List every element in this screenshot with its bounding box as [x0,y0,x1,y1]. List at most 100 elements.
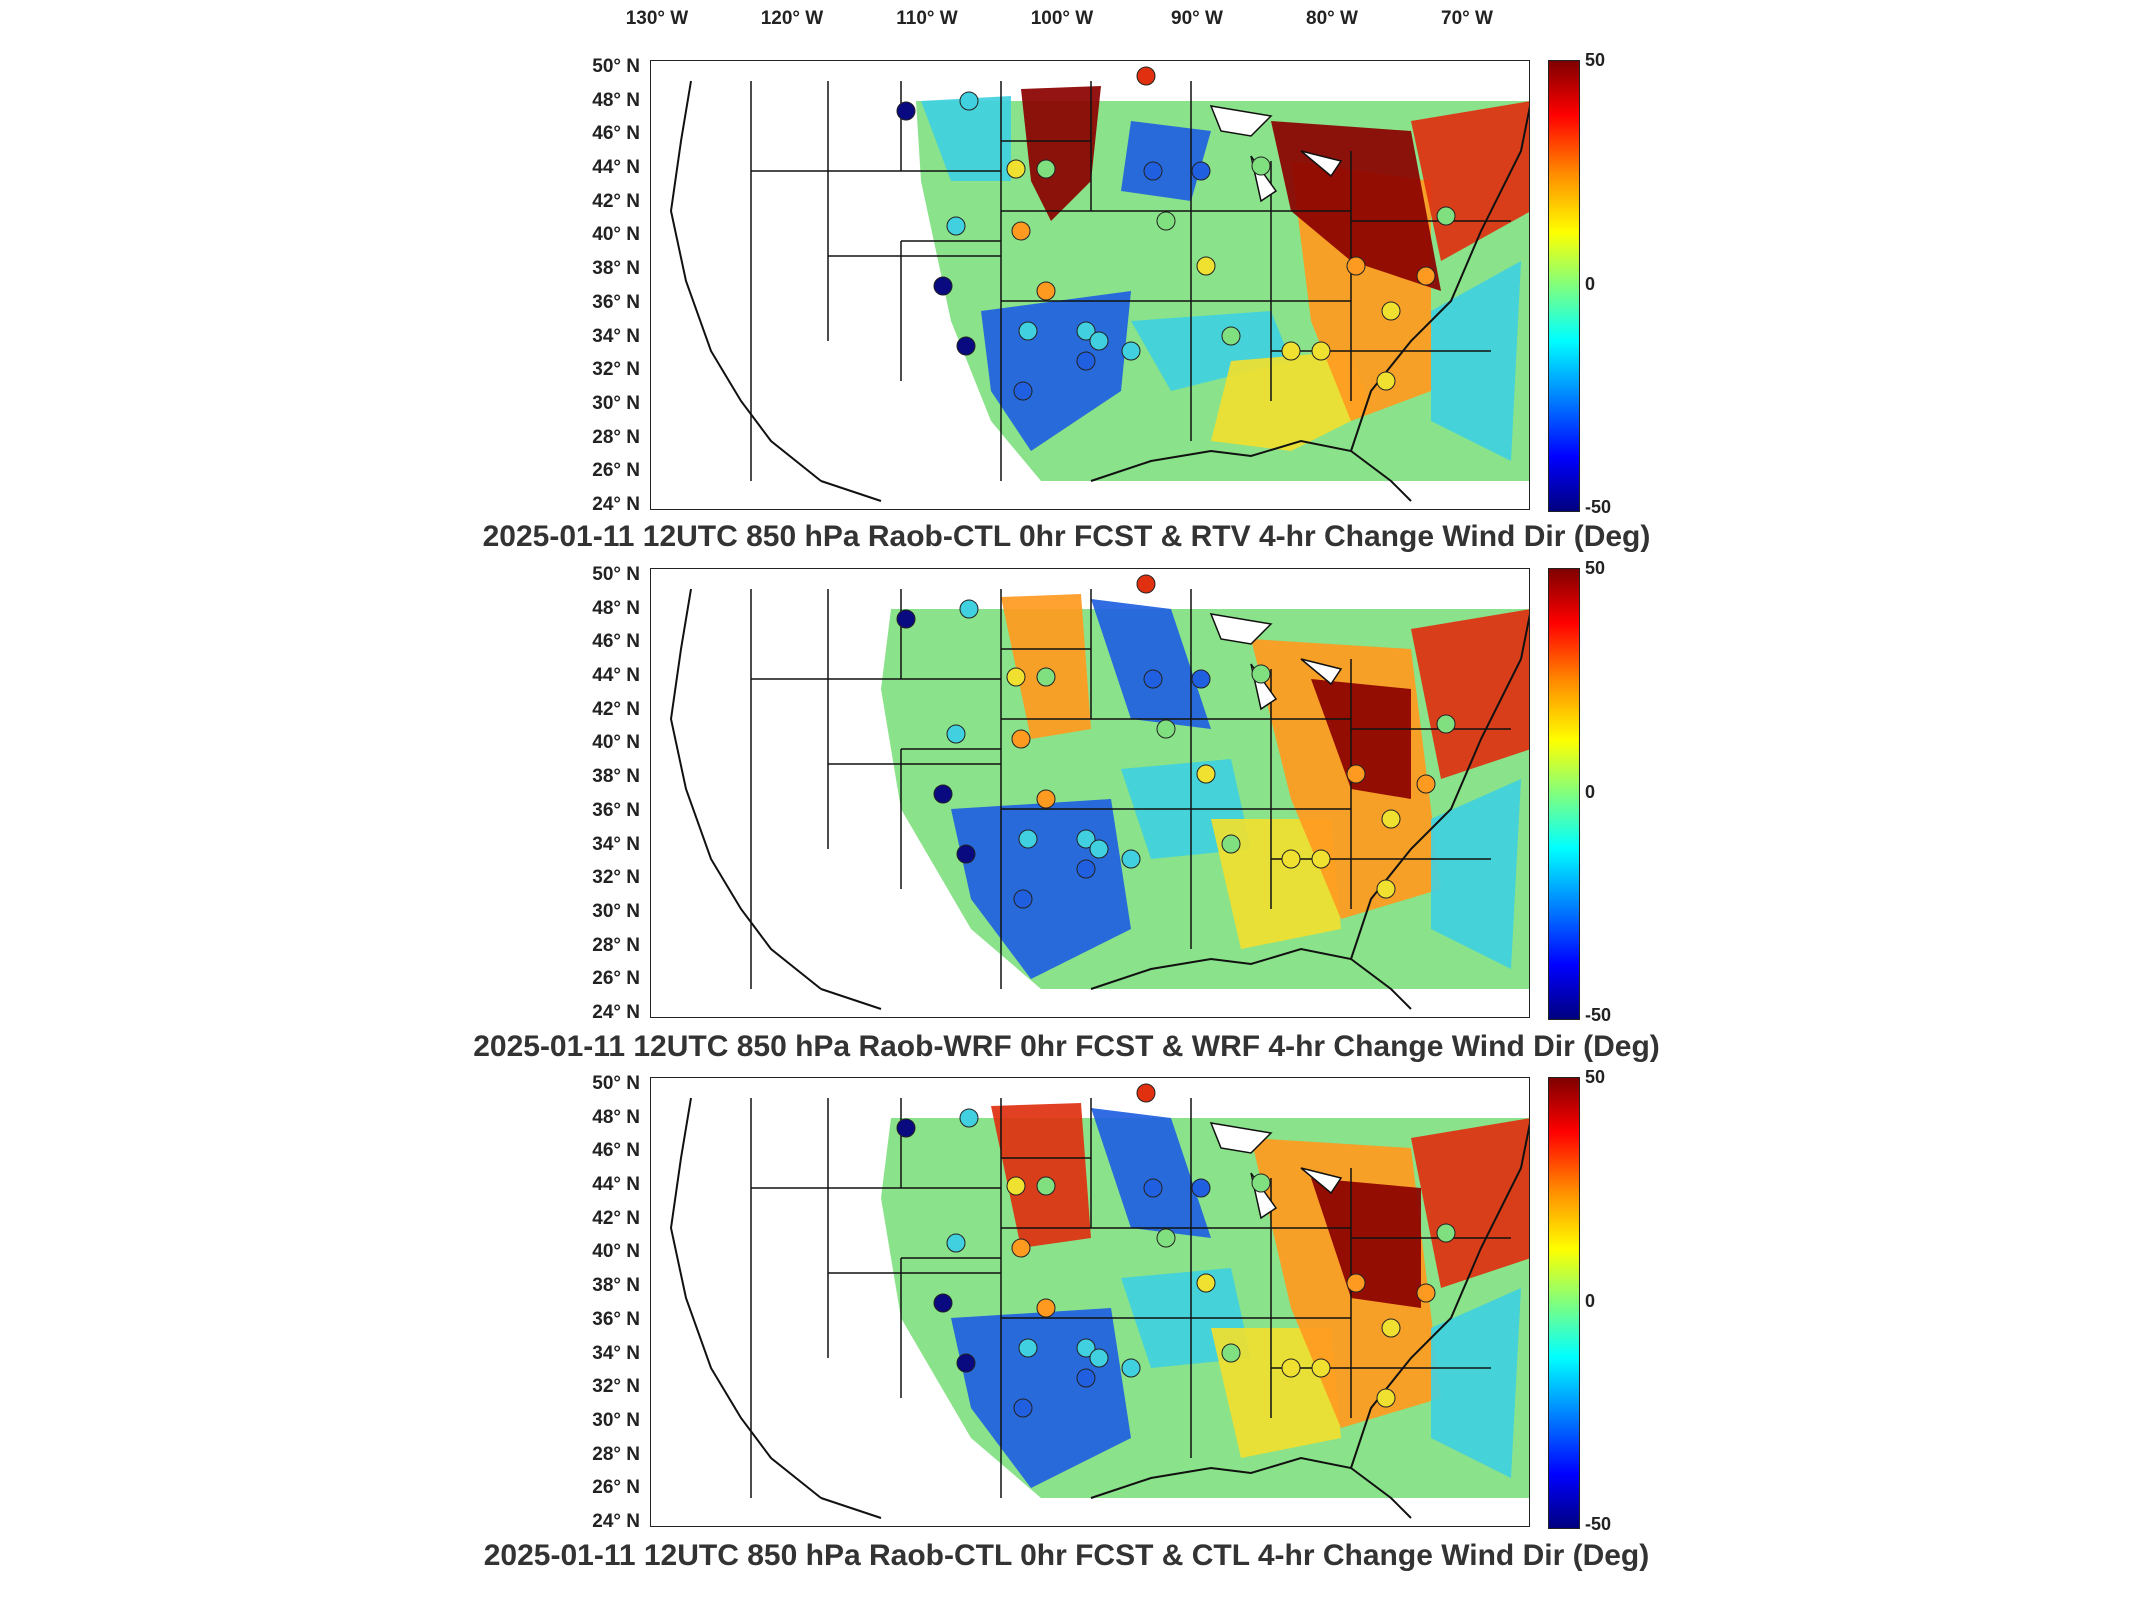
raob-station-marker [1346,1273,1366,1293]
lat-label: 36° N [592,291,640,313]
raob-station-marker [896,609,916,629]
raob-station-marker [959,91,979,111]
lat-label: 36° N [592,1308,640,1330]
field-region [1211,351,1371,451]
raob-station-marker [1076,1368,1096,1388]
field-region [1311,679,1411,799]
lon-label: 90° W [1171,8,1223,29]
colorbar [1548,60,1580,512]
raob-station-marker [1346,256,1366,276]
field-region [1431,779,1521,969]
lat-label: 34° N [592,1342,640,1364]
raob-station-marker [1011,729,1031,749]
raob-station-marker [1191,1178,1211,1198]
raob-station-marker [1011,221,1031,241]
lat-label: 30° N [592,1409,640,1431]
raob-station-marker [1281,849,1301,869]
raob-station-marker [1311,849,1331,869]
lat-label: 32° N [592,359,640,381]
lat-label: 38° N [592,766,640,788]
raob-station-marker [1121,341,1141,361]
raob-station-marker [933,276,953,296]
map-svg [669,66,1529,502]
panel-title: 2025-01-11 12UTC 850 hPa Raob-CTL 0hr FC… [483,1539,1650,1572]
raob-station-marker [1006,667,1026,687]
lon-label: 70° W [1441,8,1493,29]
field-region [1311,1178,1421,1308]
raob-station-marker [1311,1358,1331,1378]
lat-label: 24° N [592,1002,640,1023]
coastline [669,588,1529,1010]
lon-label: 110° W [896,8,958,29]
raob-station-marker [1013,381,1033,401]
raob-station-marker [959,1108,979,1128]
raob-station-marker [1143,669,1163,689]
raob-station-marker [1036,667,1056,687]
raob-station-marker [1136,66,1156,86]
raob-station-marker [956,336,976,356]
lat-label: 38° N [592,258,640,280]
map-plot-2 [650,568,1530,1018]
raob-station-marker [1089,1348,1109,1368]
lat-label: 42° N [592,190,640,212]
raob-station-marker [959,599,979,619]
lat-label: 40° N [592,224,640,246]
raob-station-marker [1143,1178,1163,1198]
raob-station-marker [946,724,966,744]
raob-station-marker [1251,156,1271,176]
raob-station-marker [1221,326,1241,346]
raob-station-marker [1013,1398,1033,1418]
lat-label: 48° N [592,597,640,619]
raob-station-marker [1018,829,1038,849]
colorbar-mid-label: 0 [1585,1291,1596,1311]
raob-station-marker [1036,281,1056,301]
raob-station-marker [933,784,953,804]
lat-label: 42° N [592,698,640,720]
lat-label: 46° N [592,631,640,653]
raob-station-marker [1376,1388,1396,1408]
raob-station-marker [946,216,966,236]
lon-label: 130° W [625,8,689,29]
lat-label: 44° N [592,665,640,687]
raob-station-marker [1346,764,1366,784]
raob-station-marker [1156,719,1176,739]
panel-title: 2025-01-11 12UTC 850 hPa Raob-CTL 0hr FC… [482,520,1651,553]
field-region [1431,261,1521,461]
raob-station-marker [1196,1273,1216,1293]
field-region [1121,121,1211,201]
raob-station-marker [1221,834,1241,854]
raob-station-marker [896,101,916,121]
colorbar-max-label: 50 [1585,50,1606,70]
field-region [1021,86,1101,221]
field-region [1431,1288,1521,1478]
map-plot-3 [650,1077,1530,1527]
latitude-axis: 50° N 48° N 46° N 44° N 42° N 40° N 38° N 36° N… [560,56,640,515]
raob-station-marker [1136,574,1156,594]
raob-station-marker [1156,211,1176,231]
raob-station-marker [1436,1223,1456,1243]
field-region [1211,1328,1341,1458]
raob-station-marker [1013,889,1033,909]
raob-station-marker [1436,206,1456,226]
raob-station-marker [1221,1343,1241,1363]
field-region [1091,1108,1211,1238]
raob-station-marker [1036,159,1056,179]
raob-station-marker [1281,341,1301,361]
lat-label: 50° N [592,1073,640,1094]
colorbar-mid-label: 0 [1585,782,1596,802]
panel-title: 2025-01-11 12UTC 850 hPa Raob-WRF 0hr FC… [473,1030,1660,1063]
lat-label: 36° N [592,799,640,821]
raob-station-marker [1076,351,1096,371]
lat-label: 34° N [592,325,640,347]
colorbar-max-label: 50 [1585,558,1606,578]
raob-station-marker [1156,1228,1176,1248]
lat-label: 48° N [592,1106,640,1128]
lon-label: 100° W [1030,8,1094,29]
raob-station-marker [1191,669,1211,689]
lat-label: 46° N [592,123,640,145]
lat-label: 44° N [592,157,640,179]
coastline [669,1097,1529,1519]
raob-station-marker [1006,159,1026,179]
raob-station-marker [1089,839,1109,859]
raob-station-marker [1018,1338,1038,1358]
